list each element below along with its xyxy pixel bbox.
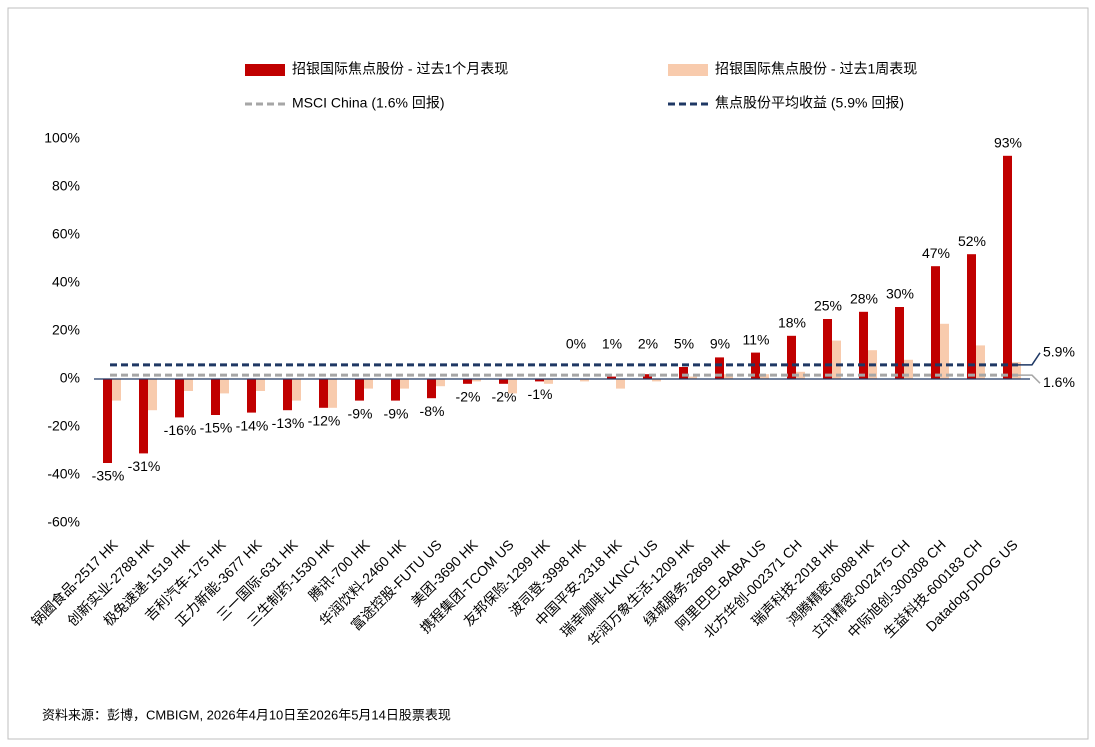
bar [499, 379, 508, 384]
legend-label: 招银国际焦点股份 - 过去1周表现 [715, 61, 917, 77]
bar [1003, 155, 1012, 379]
data-label: 2% [638, 336, 658, 352]
bar [535, 379, 544, 382]
label-leader [1018, 374, 1041, 384]
bar [319, 379, 328, 408]
bar [103, 379, 112, 463]
data-label: -2% [456, 389, 481, 405]
bar [391, 379, 400, 401]
data-label: 5% [674, 336, 694, 352]
data-label: 1% [602, 336, 622, 352]
y-tick-label: -60% [47, 514, 80, 530]
bar [211, 379, 220, 415]
bar [796, 371, 805, 379]
bar [508, 379, 517, 394]
bar [895, 307, 904, 379]
data-label: -35% [92, 468, 125, 484]
data-label: 0% [566, 336, 586, 352]
y-tick-label: -40% [47, 466, 80, 482]
bar [148, 379, 157, 411]
bar [472, 379, 481, 382]
data-label: -16% [164, 422, 197, 438]
data-label: -1% [528, 386, 553, 402]
legend-swatch [668, 64, 708, 76]
bar [940, 323, 949, 379]
data-label: -9% [348, 405, 373, 421]
data-label: 18% [778, 315, 806, 331]
y-tick-label: -20% [47, 418, 80, 434]
bar [175, 379, 184, 418]
bar [1012, 362, 1021, 379]
bar [679, 367, 688, 379]
bar [256, 379, 265, 391]
data-label: -8% [420, 403, 445, 419]
bar [904, 359, 913, 379]
frame [7, 7, 1089, 740]
bar [436, 379, 445, 387]
data-label: -31% [128, 458, 161, 474]
bar [652, 379, 661, 382]
y-tick-label: 60% [52, 226, 80, 242]
bar [139, 379, 148, 454]
bar [859, 311, 868, 379]
bar [832, 340, 841, 379]
bar [364, 379, 373, 389]
bar [751, 352, 760, 379]
data-label: 28% [850, 291, 878, 307]
bar [976, 345, 985, 379]
bar [931, 266, 940, 379]
data-label: -12% [308, 413, 341, 429]
bar [427, 379, 436, 399]
legend-label: MSCI China (1.6% 回报) [292, 95, 444, 111]
bar [247, 379, 256, 413]
data-label: -13% [272, 415, 305, 431]
bar [400, 379, 409, 389]
bar [355, 379, 364, 401]
bar [544, 379, 553, 384]
bar [787, 335, 796, 379]
source-note: 资料来源：彭博，CMBIGM, 2026年4月10日至2026年5月14日股票表… [42, 707, 451, 722]
y-tick-label: 0% [60, 370, 80, 386]
data-label: 52% [958, 233, 986, 249]
legend-swatch [245, 64, 285, 76]
bar [283, 379, 292, 411]
data-label: 47% [922, 245, 950, 261]
bar [463, 379, 472, 384]
data-label: 93% [994, 135, 1022, 151]
y-tick-label: 40% [52, 274, 80, 290]
y-tick-label: 20% [52, 322, 80, 338]
bar [112, 379, 121, 401]
data-label: -9% [384, 405, 409, 421]
data-label: 9% [710, 336, 730, 352]
bar [328, 379, 337, 408]
legend-label: 招银国际焦点股份 - 过去1个月表现 [292, 61, 508, 77]
bar [643, 374, 652, 379]
reference-label: 5.9% [1043, 344, 1075, 360]
y-tick-label: 100% [44, 130, 80, 146]
reference-label: 1.6% [1043, 374, 1075, 390]
y-tick-label: 80% [52, 178, 80, 194]
bar [715, 357, 724, 379]
bar [688, 376, 697, 379]
bar [967, 254, 976, 379]
data-label: -14% [236, 417, 269, 433]
bar [607, 376, 616, 379]
bar [580, 379, 589, 382]
label-leader [1018, 352, 1041, 366]
bar [184, 379, 193, 391]
data-label: -15% [200, 420, 233, 436]
bar [823, 319, 832, 379]
data-label: 30% [886, 286, 914, 302]
data-label: 11% [743, 331, 770, 347]
bar [220, 379, 229, 394]
data-label: 25% [814, 298, 842, 314]
bar [616, 379, 625, 389]
legend-label: 焦点股份平均收益 (5.9% 回报) [715, 95, 904, 111]
bar [292, 379, 301, 401]
